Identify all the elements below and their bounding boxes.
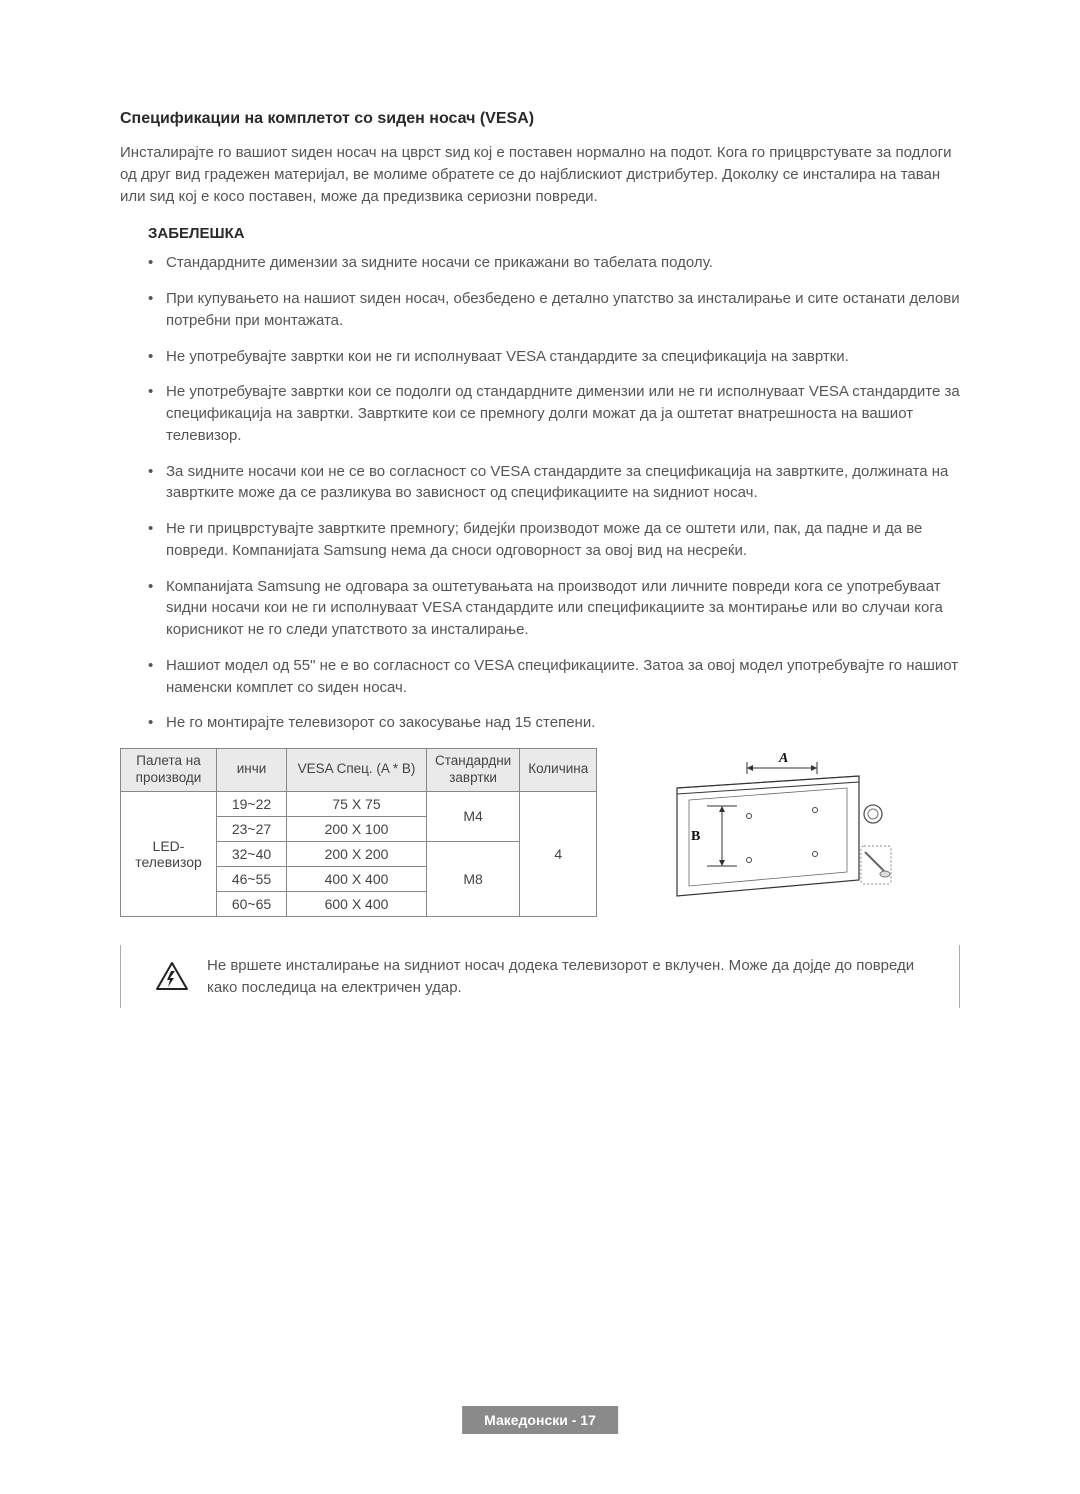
table-row: LED-телевизор 19~22 75 X 75 M4 4: [121, 791, 597, 816]
table-header-row: Палета на производи инчи VESA Спец. (A *…: [121, 749, 597, 792]
cell-inches: 19~22: [217, 791, 287, 816]
list-item: При купувањето на нашиот ѕиден носач, об…: [148, 288, 960, 332]
warning-icon: [131, 955, 189, 996]
th-product: Палета на производи: [121, 749, 217, 792]
notes-list: Стандардните димензии за ѕидните носачи …: [148, 252, 960, 734]
cell-spec: 200 X 200: [287, 841, 427, 866]
list-item: Не го монтирајте телевизорот со закосува…: [148, 712, 960, 734]
list-item: Нашиот модел од 55" не е во согласност с…: [148, 655, 960, 699]
list-item: Не употребувајте завртки кои се подолги …: [148, 381, 960, 446]
warning-text: Не вршете инсталирање на ѕидниот носач д…: [207, 955, 945, 999]
vesa-spec-table: Палета на производи инчи VESA Спец. (A *…: [120, 748, 597, 917]
cell-inches: 23~27: [217, 816, 287, 841]
cell-spec: 200 X 100: [287, 816, 427, 841]
section-title: Спецификации на комплетот со ѕиден носач…: [120, 110, 960, 128]
note-heading: ЗАБЕЛЕШКА: [148, 225, 960, 242]
th-inches: инчи: [217, 749, 287, 792]
cell-inches: 32~40: [217, 841, 287, 866]
list-item: Не употребувајте завртки кои не ги испол…: [148, 346, 960, 368]
cell-qty: 4: [520, 791, 597, 916]
diagram-label-b: B: [691, 829, 700, 844]
cell-spec: 75 X 75: [287, 791, 427, 816]
cell-product: LED-телевизор: [121, 791, 217, 916]
diagram-label-a: A: [778, 751, 788, 766]
cell-inches: 46~55: [217, 866, 287, 891]
cell-spec: 600 X 400: [287, 891, 427, 916]
th-spec: VESA Спец. (A * B): [287, 749, 427, 792]
cell-spec: 400 X 400: [287, 866, 427, 891]
th-qty: Количина: [520, 749, 597, 792]
th-screws: Стандардни завртки: [427, 749, 520, 792]
cell-inches: 60~65: [217, 891, 287, 916]
page-footer: Македонски - 17: [462, 1406, 618, 1434]
tv-diagram-svg: A B: [617, 748, 897, 908]
warning-box: Не вршете инсталирање на ѕидниот носач д…: [120, 945, 960, 1009]
cell-screw: M8: [427, 841, 520, 916]
list-item: За ѕидните носачи кои не се во согласнос…: [148, 461, 960, 505]
intro-paragraph: Инсталирајте го вашиот ѕиден носач на цв…: [120, 142, 960, 207]
list-item: Компанијата Samsung не одговара за оштет…: [148, 576, 960, 641]
list-item: Стандардните димензии за ѕидните носачи …: [148, 252, 960, 274]
vesa-diagram: A B: [617, 748, 897, 908]
list-item: Не ги прицврстувајте завртките премногу;…: [148, 518, 960, 562]
cell-screw: M4: [427, 791, 520, 841]
